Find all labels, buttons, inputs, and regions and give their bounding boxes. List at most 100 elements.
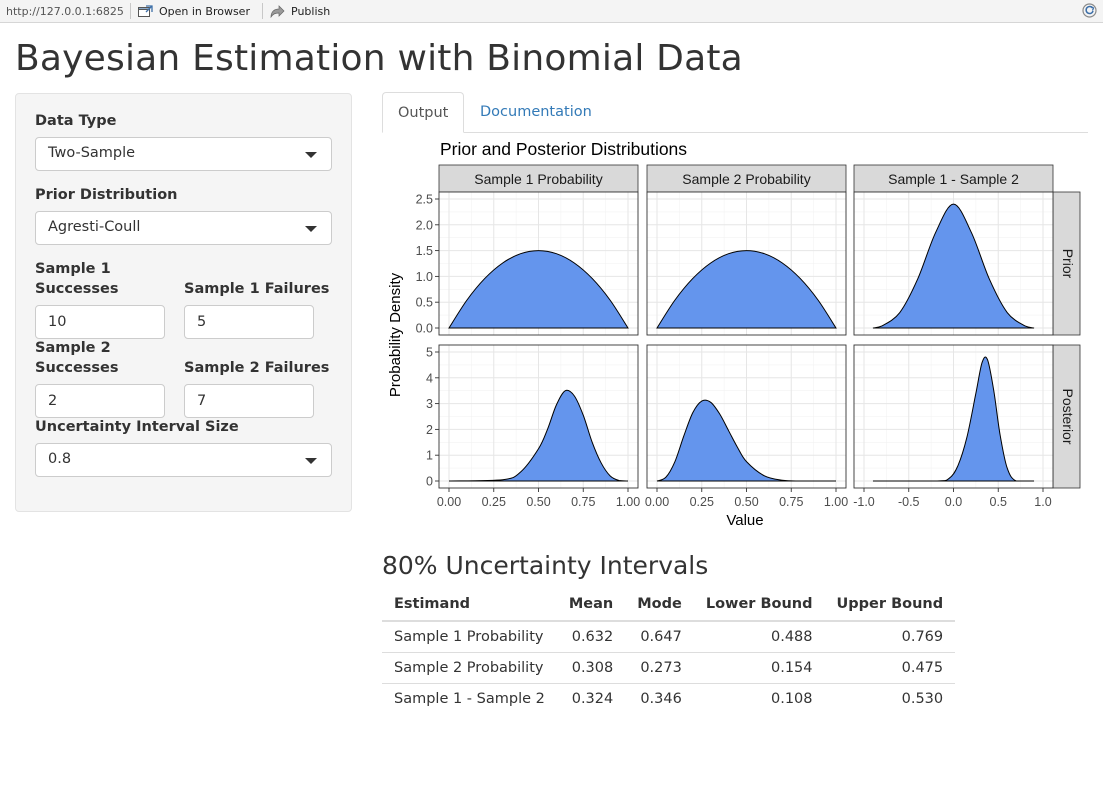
x-tick-label: 1.00 (616, 495, 640, 509)
toolbar-divider (130, 3, 131, 19)
y-tick-label: 0 (426, 475, 433, 489)
facet-strip (1052, 191, 1081, 336)
density-area (448, 389, 629, 482)
output-tabs: Output Documentation (382, 92, 1088, 133)
y-tick-label: 5 (426, 346, 433, 360)
y-tick-label: 2.0 (416, 218, 433, 232)
density-area (656, 399, 836, 482)
y-tick-label: 4 (426, 371, 433, 385)
y-tick-label: 2.5 (416, 193, 433, 207)
url-text: http://127.0.0.1:6825 (6, 5, 124, 18)
sample2-successes-label: Sample 2 Successes (35, 338, 119, 378)
table-row: Sample 1 - Sample 2 0.324 0.346 0.108 0.… (382, 684, 955, 715)
chevron-down-icon (305, 458, 317, 464)
column-header-mean: Mean (556, 588, 626, 622)
x-axis-title: Value (726, 512, 763, 529)
density-area (872, 203, 1035, 329)
sample2-failures-input[interactable] (184, 384, 314, 418)
y-axis-title: Probability Density (387, 272, 404, 397)
x-tick-label: 0.5 (990, 495, 1007, 509)
facet-strip-label: Posterior (1060, 388, 1076, 444)
y-tick-label: 1 (426, 449, 433, 463)
table-cell: 0.346 (640, 691, 682, 707)
prior-distribution-label: Prior Distribution (35, 187, 178, 203)
sample1-successes-label-line2: Successes (35, 281, 119, 297)
x-tick-label: 0.00 (437, 495, 461, 509)
plot-title: Prior and Posterior Distributions (440, 139, 687, 159)
sample1-failures-input[interactable] (184, 305, 314, 339)
y-tick-label: 0.5 (416, 296, 433, 310)
page-title: Bayesian Estimation with Binomial Data (15, 38, 743, 79)
x-tick-label: 0.25 (482, 495, 506, 509)
column-header-lower-bound: Lower Bound (693, 588, 825, 622)
x-tick-label: 0.75 (571, 495, 595, 509)
x-tick-label: 0.50 (734, 495, 758, 509)
x-tick-label: 1.00 (824, 495, 848, 509)
sample1-successes-label: Sample 1 Successes (35, 259, 119, 299)
table-cell: Sample 2 Probability (382, 652, 557, 684)
table-row: Sample 1 Probability 0.632 0.647 0.488 0… (382, 621, 956, 653)
facet-strip (646, 164, 847, 193)
facet-strip (1052, 344, 1081, 489)
publish-label: Publish (291, 5, 331, 18)
y-tick-label: 3 (426, 397, 433, 411)
facet-strip (438, 164, 639, 193)
table-cell: 0.488 (693, 621, 825, 653)
x-tick-label: -1.0 (853, 495, 875, 509)
facet-strip-label: Sample 1 Probability (474, 171, 602, 187)
y-tick-label: 1.5 (416, 244, 433, 258)
publish-icon (270, 5, 285, 18)
intervals-heading: 80% Uncertainty Intervals (382, 551, 709, 580)
interval-size-value: 0.8 (48, 451, 72, 467)
x-tick-label: 1.0 (1034, 495, 1051, 509)
sample1-successes-label-line1: Sample 1 (35, 261, 111, 277)
density-area (872, 356, 1035, 482)
table-cell: 0.324 (571, 691, 614, 707)
sample2-successes-label-line1: Sample 2 (35, 340, 111, 356)
data-type-select[interactable]: Two-Sample (35, 137, 332, 171)
column-header-upper-bound: Upper Bound (824, 588, 956, 622)
sample2-successes-label-line2: Successes (35, 360, 119, 376)
data-type-value: Two-Sample (48, 145, 136, 161)
open-in-browser-label: Open in Browser (159, 5, 250, 18)
x-tick-label: 0.75 (779, 495, 803, 509)
x-tick-label: 0.0 (945, 495, 962, 509)
table-cell: 0.273 (625, 652, 694, 684)
toolbar-divider (262, 3, 263, 19)
table-row: Sample 2 Probability 0.308 0.273 0.154 0… (382, 652, 956, 684)
table-cell: 0.632 (556, 621, 626, 653)
x-tick-label: -0.5 (898, 495, 920, 509)
table-cell: 0.769 (824, 621, 956, 653)
y-tick-label: 2 (426, 423, 433, 437)
sample1-failures-label: Sample 1 Failures (184, 281, 330, 297)
interval-size-label: Uncertainty Interval Size (35, 419, 239, 435)
chevron-down-icon (305, 152, 317, 158)
viewer-toolbar: http://127.0.0.1:6825 Open in Browser Pu… (0, 0, 1103, 23)
sample1-successes-input[interactable] (35, 305, 165, 339)
x-tick-label: 0.50 (526, 495, 550, 509)
density-area (448, 250, 629, 329)
sample2-successes-input[interactable] (35, 384, 165, 418)
column-header-mode: Mode (625, 588, 694, 622)
table-cell: 0.530 (901, 691, 944, 707)
table-cell: 0.647 (625, 621, 694, 653)
prior-distribution-select[interactable]: Agresti-Coull (35, 211, 332, 245)
table-cell: Sample 1 Probability (382, 621, 557, 653)
data-type-label: Data Type (35, 113, 117, 129)
open-in-browser-button[interactable]: Open in Browser (138, 3, 250, 20)
sidebar-panel: Data Type Two-Sample Prior Distribution … (15, 93, 352, 512)
tab-documentation[interactable]: Documentation (480, 104, 592, 120)
y-tick-label: 0.0 (416, 322, 433, 336)
column-header-estimand: Estimand (382, 588, 557, 622)
panel-border (646, 191, 847, 336)
refresh-button[interactable] (1082, 3, 1097, 21)
prior-posterior-plot: Prior and Posterior Distributions Value … (387, 139, 1081, 529)
facet-strip (853, 164, 1054, 193)
interval-size-select[interactable]: 0.8 (35, 443, 332, 477)
tab-output[interactable]: Output (382, 92, 465, 133)
publish-button[interactable]: Publish (270, 3, 330, 20)
prior-distribution-value: Agresti-Coull (48, 219, 141, 235)
open-in-browser-icon (138, 5, 153, 17)
refresh-icon (1082, 3, 1097, 18)
x-tick-label: 0.00 (645, 495, 669, 509)
